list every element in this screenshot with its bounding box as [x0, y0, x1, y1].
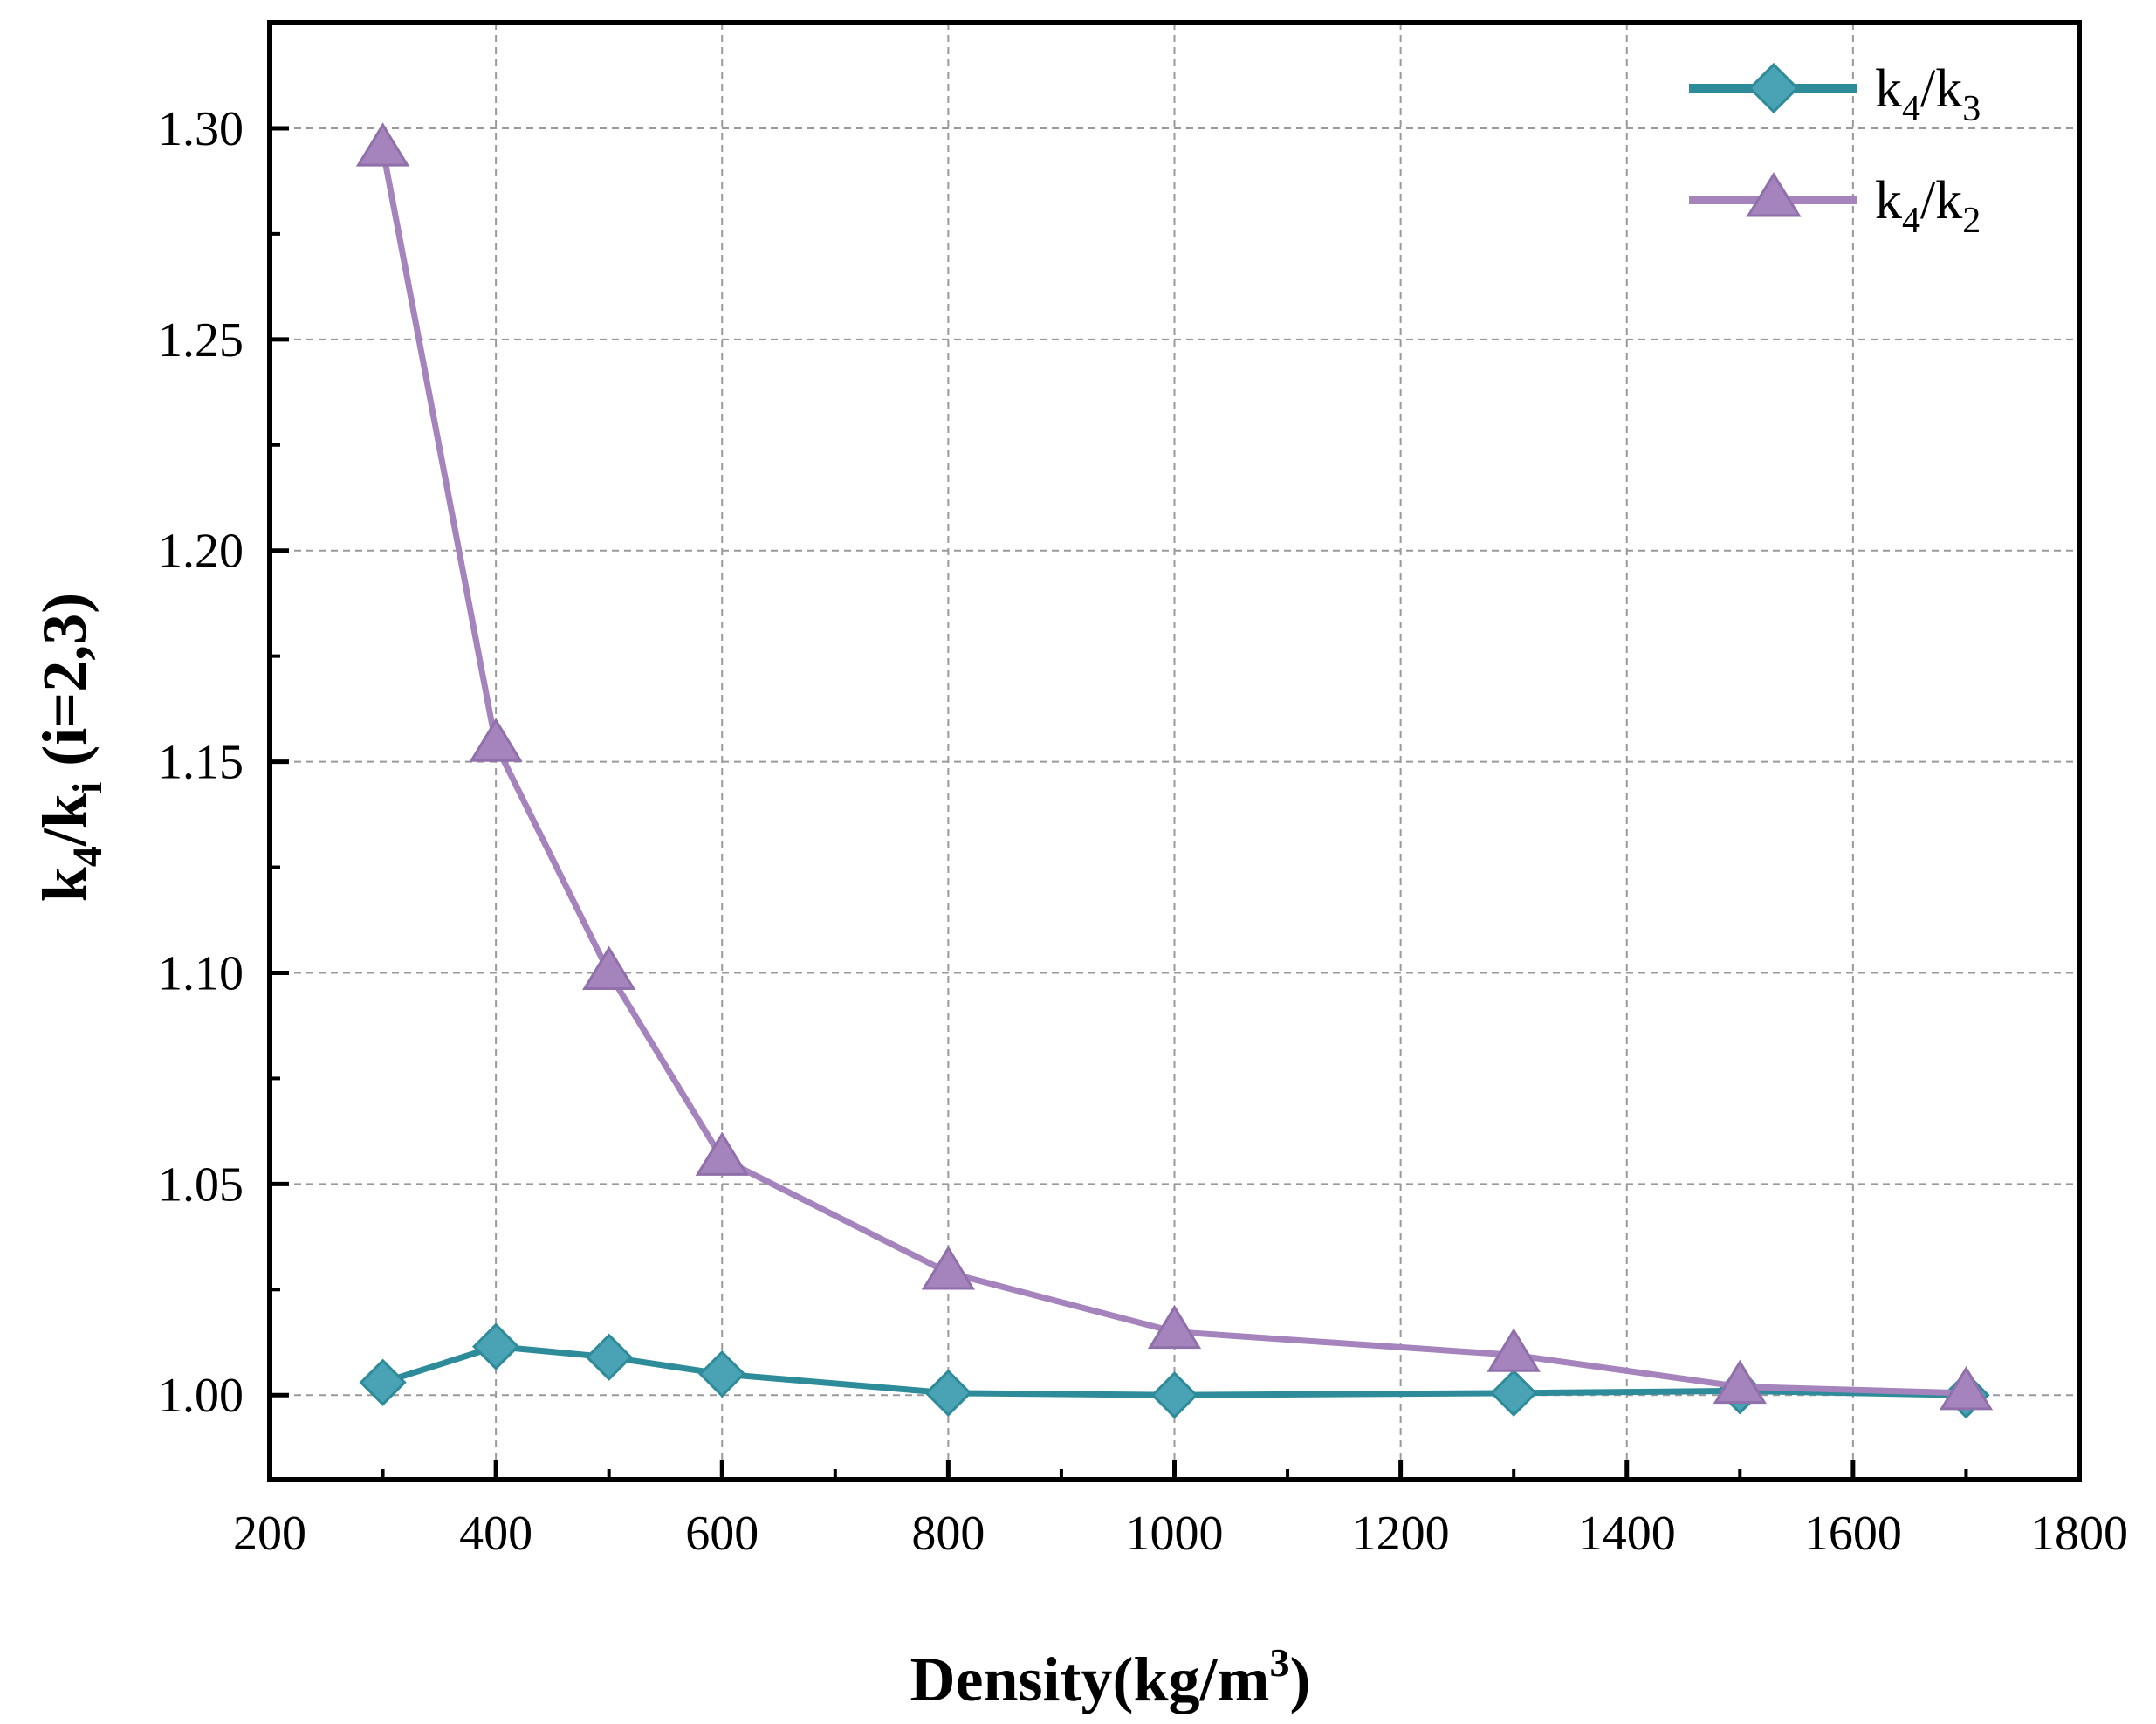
data-point-triangle — [1939, 1365, 1994, 1411]
y-tick-label: 1.10 — [158, 946, 244, 1000]
x-tick-label: 1600 — [1804, 1507, 1902, 1561]
y-tick-label: 1.00 — [158, 1369, 244, 1423]
data-point-triangle — [469, 718, 523, 762]
data-point-diamond — [1150, 1371, 1198, 1419]
legend-triangle-icon — [1746, 172, 1802, 217]
legend-label-k4-k3: k4/k3 — [1875, 59, 1981, 129]
x-tick-label: 400 — [459, 1507, 532, 1561]
data-point-diamond — [472, 1322, 520, 1370]
data-point-triangle — [1487, 1328, 1541, 1372]
legend-item-k4-k2: k4/k2 — [1689, 171, 1981, 241]
legend-label-k4-k2: k4/k2 — [1875, 171, 1981, 241]
y-tick-label: 1.30 — [158, 102, 244, 156]
x-tick-label: 1400 — [1578, 1507, 1676, 1561]
data-point-diamond — [1490, 1369, 1538, 1417]
y-tick-label: 1.20 — [158, 525, 244, 579]
data-point-diamond — [924, 1369, 972, 1417]
data-point-triangle — [695, 1131, 749, 1176]
data-point-diamond — [359, 1358, 407, 1406]
x-tick-label: 1200 — [1352, 1507, 1450, 1561]
legend-diamond-icon — [1747, 62, 1800, 114]
x-tick-label: 1800 — [2030, 1507, 2128, 1561]
x-tick-label: 600 — [685, 1507, 759, 1561]
data-point-triangle — [1147, 1304, 1202, 1350]
legend: k4/k3 k4/k2 — [1689, 59, 1981, 241]
data-point-diamond — [698, 1350, 746, 1398]
data-point-triangle — [1713, 1359, 1767, 1405]
data-point-diamond — [585, 1333, 633, 1381]
series-layer — [355, 122, 1994, 1419]
x-axis-title: Density(kg/m3) — [910, 1640, 1311, 1714]
grid-lines — [270, 23, 2079, 1480]
x-tick-label: 200 — [233, 1507, 306, 1561]
x-tick-label: 800 — [911, 1507, 985, 1561]
legend-item-k4-k3: k4/k3 — [1689, 59, 1981, 129]
y-tick-label: 1.15 — [158, 736, 244, 790]
y-tick-label: 1.05 — [158, 1157, 244, 1212]
y-axis-title: k4/ki (i=2,3) — [30, 593, 111, 902]
data-point-triangle — [921, 1246, 976, 1290]
data-point-triangle — [582, 945, 636, 990]
data-point-triangle — [355, 122, 410, 167]
y-tick-label: 1.25 — [158, 313, 244, 367]
x-tick-label: 1000 — [1126, 1507, 1224, 1561]
series-k4-k2 — [355, 122, 1994, 1411]
axis-ticks: 200 400 600 800 1000 1200 1400 1600 1800 1.00 1.05… — [158, 102, 2128, 1561]
